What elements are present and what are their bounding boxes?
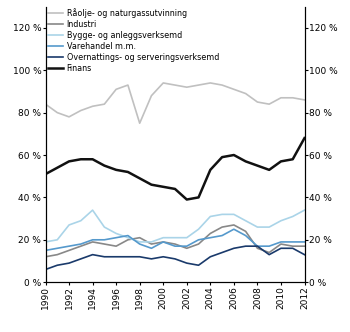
Legend: Råolje- og naturgassutvinning, Industri, Bygge- og anleggsverksemd, Varehandel m: Råolje- og naturgassutvinning, Industri,… [48, 8, 219, 73]
